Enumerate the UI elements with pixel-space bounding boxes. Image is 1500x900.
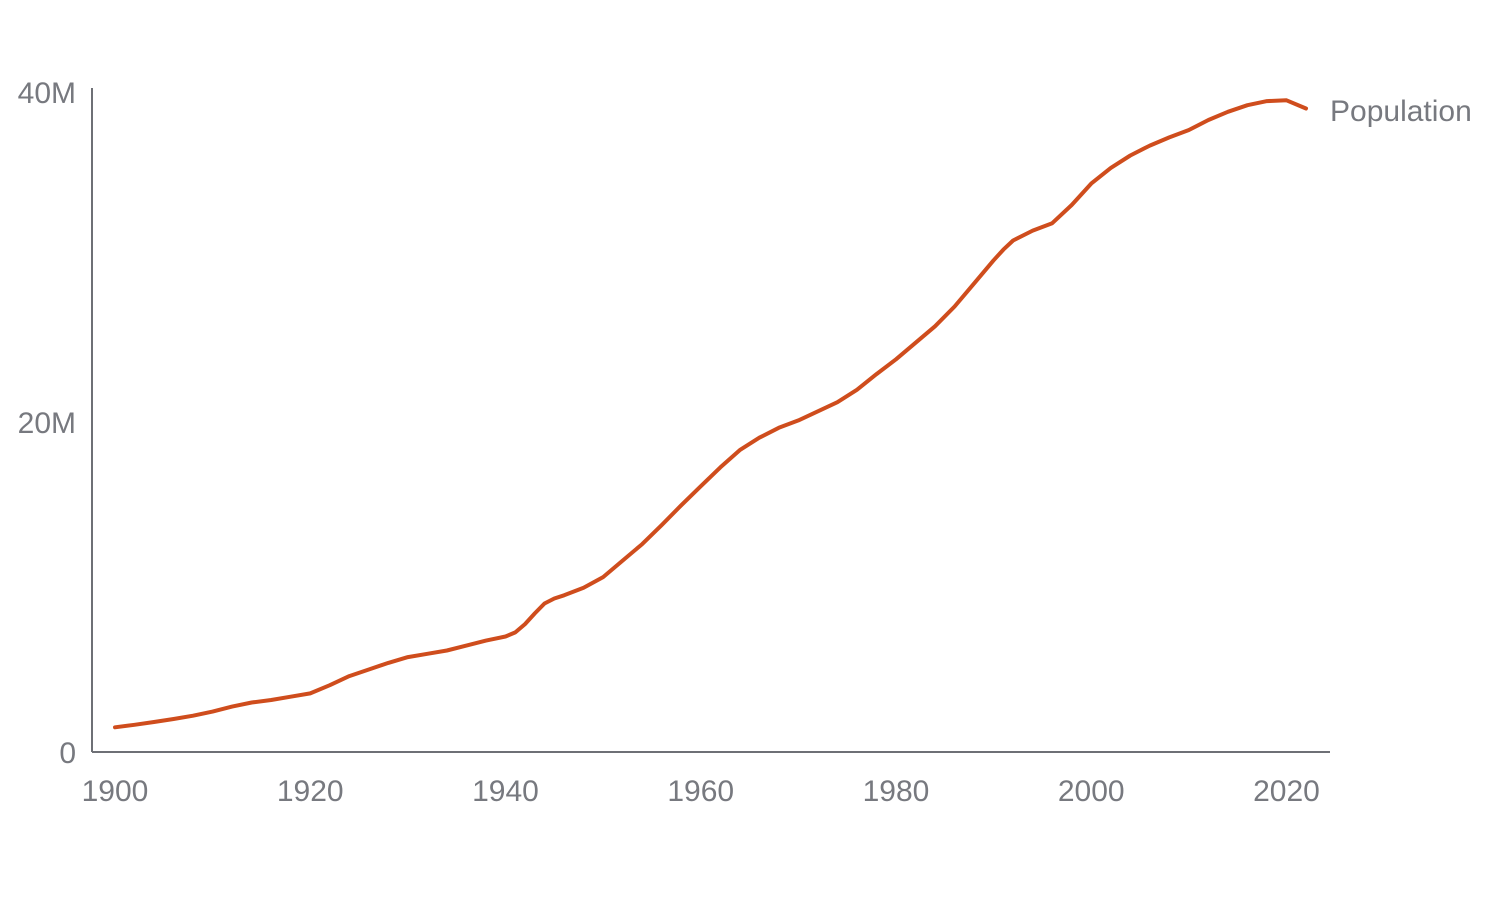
y-tick-label: 20M [18,407,76,440]
population-line [113,98,1308,730]
x-tick-label: 2000 [1058,775,1125,808]
axes [91,88,1330,753]
x-tick-label: 1980 [863,775,930,808]
x-tick-label: 1900 [82,775,149,808]
x-tick-label: 1920 [277,775,344,808]
series-layer: Population [113,95,1472,730]
series-label: Population [1330,95,1472,128]
y-tick-label: 40M [18,77,76,110]
x-tick-label: 2020 [1253,775,1320,808]
x-tick-labels: 1900 1920 1940 1960 1980 2000 2020 [82,775,1320,808]
y-tick-labels: 0 20M 40M [18,77,76,770]
y-tick-label: 0 [59,737,76,770]
x-tick-label: 1960 [667,775,734,808]
x-tick-label: 1940 [472,775,539,808]
